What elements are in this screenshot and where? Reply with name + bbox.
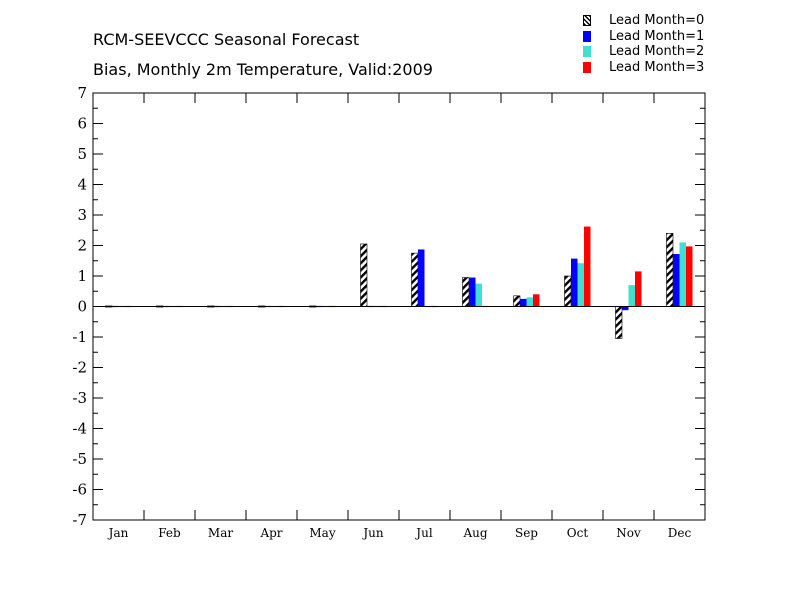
y-tick-label: -5 (72, 450, 87, 468)
bar-lead-month-2-dec (679, 242, 686, 307)
y-tick-label: 1 (77, 267, 87, 285)
y-tick-label: 7 (77, 84, 87, 102)
bar-lead-month-2-oct (577, 263, 584, 307)
bar-lead-month-3-nov (635, 271, 642, 307)
bar-lead-month-0-dec (666, 233, 674, 307)
axes-group: -7 -6 -5 -4 -3 -2 -1 0 1 2 3 4 5 6 7 Jan Feb Mar Apr May Jun… (72, 84, 706, 540)
bar-lead-month-0-oct (564, 275, 572, 307)
y-tick-label: -1 (72, 328, 87, 346)
y-tick-label: 6 (77, 115, 87, 133)
bar-lead-month-2-aug (475, 283, 482, 307)
y-tick-label: 2 (77, 237, 87, 255)
chart-title: RCM-SEEVCCC Seasonal Forecast (93, 30, 360, 49)
x-tick-label: Feb (158, 526, 181, 540)
bars-group (105, 226, 693, 339)
legend-swatch (583, 15, 591, 26)
x-tick-label: Aug (462, 526, 487, 540)
legend-swatch (583, 30, 591, 42)
x-tick-label: May (309, 526, 335, 540)
y-tick-label: -2 (72, 359, 87, 377)
chart-subtitle: Bias, Monthly 2m Temperature, Valid:2009 (93, 60, 433, 79)
bar-lead-month-0-nov (615, 306, 623, 339)
x-tick-label: Sep (515, 526, 538, 540)
legend-swatch (583, 46, 591, 57)
bar-lead-month-1-jul (418, 249, 425, 307)
legend-label: Lead Month=0 (609, 13, 705, 28)
bar-lead-month-0-jul (411, 252, 419, 307)
y-tick-label: -6 (72, 481, 87, 499)
bar-lead-month-3-sep (533, 294, 540, 307)
bar-lead-month-1-oct (571, 258, 578, 307)
y-tick-label: 0 (77, 298, 87, 316)
x-tick-label: Jun (361, 526, 384, 540)
x-tick-label: Nov (616, 526, 641, 540)
bar-lead-month-1-aug (469, 277, 476, 307)
x-tick-label: Apr (259, 526, 282, 540)
x-tick-label: Mar (208, 526, 233, 540)
bar-lead-month-2-sep (526, 297, 533, 307)
legend-label: Lead Month=3 (609, 59, 705, 75)
y-tick-label: -3 (72, 389, 87, 407)
bar-lead-month-1-sep (520, 298, 527, 307)
bar-lead-month-3-oct (584, 226, 591, 307)
y-tick-label: 5 (77, 145, 87, 163)
legend-swatch (583, 61, 591, 73)
legend-label: Lead Month=1 (609, 28, 705, 44)
bar-lead-month-0-jun (360, 243, 368, 307)
bar-lead-month-1-nov (622, 306, 629, 311)
bar-lead-month-2-nov (628, 285, 635, 307)
y-tick-label: -4 (72, 420, 87, 438)
y-tick-label: -7 (72, 511, 87, 529)
bar-lead-month-1-dec (673, 254, 680, 307)
bar-lead-month-0-aug (462, 277, 470, 307)
x-tick-label: Jul (414, 526, 433, 540)
y-tick-label: 4 (77, 176, 87, 194)
x-tick-label: Dec (668, 526, 692, 540)
bar-lead-month-3-dec (686, 246, 693, 307)
bar-lead-month-0-sep (513, 295, 521, 307)
y-tick-label: 3 (77, 206, 87, 224)
x-tick-label: Oct (567, 526, 589, 540)
legend-label: Lead Month=2 (609, 44, 705, 59)
x-tick-label: Jan (107, 526, 129, 540)
